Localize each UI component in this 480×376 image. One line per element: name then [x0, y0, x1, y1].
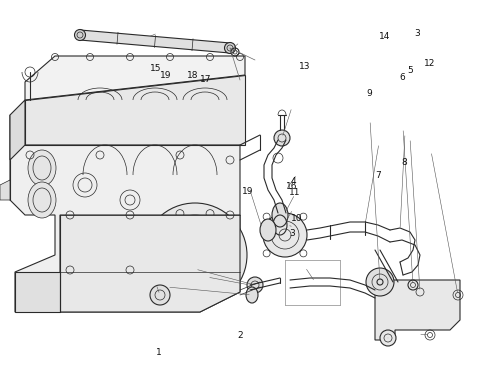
Circle shape [150, 285, 170, 305]
Text: 16: 16 [286, 182, 298, 191]
Circle shape [225, 42, 236, 53]
Text: 3: 3 [289, 229, 295, 238]
Circle shape [247, 277, 263, 293]
Text: 13: 13 [299, 62, 310, 71]
Ellipse shape [272, 203, 288, 227]
Circle shape [380, 330, 396, 346]
Polygon shape [25, 56, 245, 100]
Text: 17: 17 [200, 75, 211, 84]
Text: 15: 15 [150, 64, 161, 73]
Polygon shape [0, 180, 10, 200]
Ellipse shape [246, 287, 258, 303]
Polygon shape [60, 215, 240, 312]
Text: 8: 8 [401, 158, 407, 167]
Ellipse shape [28, 182, 56, 218]
Text: 19: 19 [242, 186, 253, 196]
Circle shape [274, 130, 290, 146]
Text: 5: 5 [408, 66, 413, 75]
Text: 14: 14 [379, 32, 391, 41]
Text: 10: 10 [291, 214, 302, 223]
Text: 2: 2 [237, 331, 243, 340]
Polygon shape [10, 115, 240, 312]
Polygon shape [10, 100, 25, 160]
Circle shape [263, 213, 307, 257]
Polygon shape [80, 30, 230, 53]
Text: 7: 7 [375, 171, 381, 180]
Ellipse shape [260, 219, 276, 241]
Polygon shape [375, 280, 460, 340]
Text: 19: 19 [160, 71, 172, 80]
Polygon shape [25, 75, 245, 145]
Text: 6: 6 [399, 73, 405, 82]
Circle shape [366, 268, 394, 296]
Text: 12: 12 [424, 59, 436, 68]
Text: 18: 18 [187, 71, 199, 80]
Text: 4: 4 [291, 177, 297, 186]
Polygon shape [15, 272, 60, 312]
Text: 9: 9 [367, 89, 372, 98]
Circle shape [143, 203, 247, 307]
Circle shape [74, 29, 85, 41]
Ellipse shape [28, 150, 56, 186]
Text: 3: 3 [415, 29, 420, 38]
Text: 1: 1 [156, 348, 161, 357]
Text: 11: 11 [289, 188, 300, 197]
